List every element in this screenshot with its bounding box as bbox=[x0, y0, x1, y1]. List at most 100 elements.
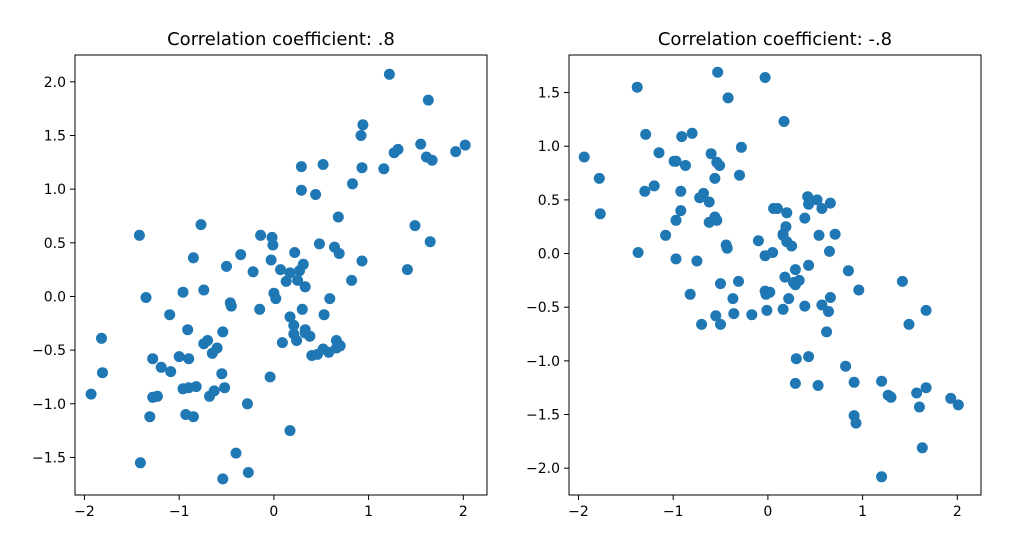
right-data-point bbox=[842, 265, 854, 277]
left-y-tick-label: 2.0 bbox=[44, 75, 66, 91]
left-x-tick-label: −2 bbox=[74, 504, 95, 520]
left-data-point bbox=[459, 139, 471, 151]
right-data-point bbox=[952, 399, 964, 411]
left-data-point bbox=[275, 264, 286, 276]
right-data-point bbox=[660, 229, 672, 241]
left-data-point bbox=[296, 303, 308, 315]
right-data-point bbox=[715, 318, 726, 330]
left-y-tick-label: 0.5 bbox=[44, 236, 66, 252]
left-data-point bbox=[177, 383, 189, 395]
right-data-point bbox=[788, 277, 799, 288]
left-x-tick-label: −1 bbox=[169, 504, 190, 520]
right-data-point bbox=[789, 264, 801, 276]
left-y-tick-label: −0.5 bbox=[32, 343, 66, 359]
left-data-point bbox=[355, 130, 367, 141]
left-data-point bbox=[85, 388, 97, 400]
left-data-point bbox=[383, 68, 395, 80]
right-data-point bbox=[733, 275, 744, 287]
right-data-point bbox=[684, 288, 696, 300]
right-data-point bbox=[680, 160, 691, 171]
left-data-point bbox=[378, 163, 390, 175]
left-y-tick-label: 1.5 bbox=[44, 128, 66, 144]
left-data-point bbox=[284, 267, 296, 279]
right-y-tick-label: 0.0 bbox=[538, 247, 560, 263]
left-data-point bbox=[284, 425, 296, 437]
right-data-point bbox=[824, 197, 836, 209]
left-data-point bbox=[267, 239, 279, 251]
right-data-point bbox=[728, 308, 740, 320]
right-data-point bbox=[850, 417, 862, 429]
left-data-point bbox=[295, 184, 307, 196]
right-data-point bbox=[759, 250, 771, 262]
right-data-point bbox=[711, 214, 723, 226]
right-data-point bbox=[876, 471, 888, 483]
right-data-point bbox=[821, 326, 833, 338]
left-data-point bbox=[147, 353, 159, 365]
left-data-point bbox=[164, 309, 176, 321]
left-data-point bbox=[356, 255, 368, 267]
left-data-point bbox=[270, 293, 282, 305]
right-data-point bbox=[896, 275, 908, 287]
right-data-point bbox=[759, 285, 771, 297]
left-data-point bbox=[198, 284, 210, 296]
left-x-ticks: −2 −1 0 1 2 bbox=[74, 495, 468, 520]
right-data-point bbox=[803, 351, 815, 363]
left-data-point bbox=[317, 159, 329, 170]
right-data-point bbox=[779, 271, 791, 283]
right-data-point bbox=[916, 442, 928, 454]
right-data-point bbox=[911, 387, 923, 399]
left-data-point bbox=[187, 252, 199, 264]
right-x-tick-label: −2 bbox=[568, 504, 589, 520]
right-data-point bbox=[812, 380, 824, 391]
right-data-point bbox=[913, 401, 925, 413]
right-data-point bbox=[593, 172, 605, 184]
right-data-point bbox=[668, 155, 680, 167]
left-data-point bbox=[140, 292, 152, 303]
left-data-point bbox=[242, 467, 254, 478]
left-x-tick-label: 0 bbox=[269, 504, 278, 520]
right-data-point bbox=[653, 147, 665, 159]
right-data-point bbox=[777, 303, 789, 315]
left-data-point bbox=[310, 189, 322, 200]
left-data-point bbox=[173, 351, 185, 363]
left-data-point bbox=[216, 368, 228, 380]
right-y-tick-label: 0.5 bbox=[538, 193, 560, 209]
left-data-point bbox=[356, 162, 368, 174]
right-data-point bbox=[903, 318, 915, 330]
right-chart-title: Correlation coefficient: -.8 bbox=[658, 29, 892, 50]
right-x-tick-label: 0 bbox=[763, 504, 772, 520]
left-data-point bbox=[144, 411, 156, 423]
left-data-point bbox=[324, 293, 336, 305]
left-data-point bbox=[415, 138, 427, 150]
right-data-point bbox=[676, 131, 688, 143]
right-data-point bbox=[578, 151, 590, 163]
left-plot-frame bbox=[74, 54, 488, 496]
right-data-point bbox=[691, 255, 703, 267]
right-data-point bbox=[639, 185, 651, 197]
left-x-tick-label: 1 bbox=[364, 504, 373, 520]
left-data-point bbox=[217, 473, 229, 485]
right-data-point bbox=[714, 160, 726, 171]
left-scatter-plot: Correlation coefficient: .8 −2 −1 0 1 2 −1.5… bbox=[32, 29, 488, 520]
right-data-point bbox=[778, 116, 790, 127]
right-data-point bbox=[816, 203, 828, 214]
right-data-point bbox=[853, 284, 865, 296]
left-data-point bbox=[388, 147, 400, 159]
right-data-point bbox=[696, 318, 708, 330]
left-data-point bbox=[409, 220, 421, 232]
right-data-point bbox=[840, 360, 852, 372]
right-data-point bbox=[920, 304, 932, 316]
left-data-point bbox=[165, 366, 177, 378]
left-data-point bbox=[317, 343, 329, 355]
left-data-point bbox=[219, 382, 231, 394]
right-data-point bbox=[824, 292, 836, 303]
left-data-point bbox=[401, 264, 413, 276]
left-y-tick-label: −1.5 bbox=[32, 450, 66, 466]
left-data-point bbox=[332, 211, 344, 223]
left-data-point bbox=[288, 319, 300, 331]
left-data-point bbox=[288, 328, 300, 340]
right-data-point bbox=[783, 293, 795, 305]
right-data-point bbox=[686, 127, 698, 139]
left-data-point bbox=[280, 275, 292, 287]
